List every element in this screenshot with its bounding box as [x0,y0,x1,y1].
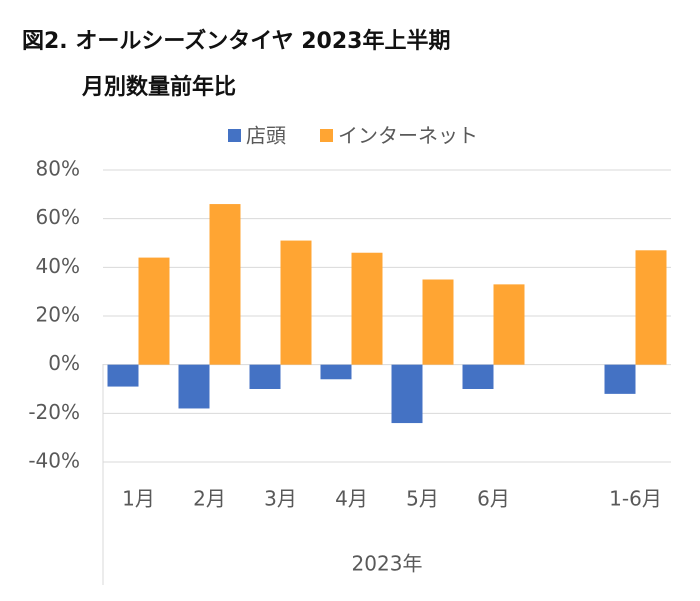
x-tick-label: 1-6月 [609,487,662,511]
x-axis-label: 2023年 [352,552,423,576]
legend-label: 店頭 [246,124,286,148]
legend-swatch [228,129,241,142]
chart-subtitle: 月別数量前年比 [81,74,236,100]
y-tick-label: -20% [28,400,80,424]
x-tick-label: 6月 [477,487,510,511]
x-tick-label: 4月 [335,487,368,511]
bar [249,364,281,389]
bar [351,252,383,365]
x-tick-label: 5月 [406,487,439,511]
x-tick-label: 1月 [122,487,155,511]
bar [493,284,525,365]
bar [178,364,210,409]
legend-label: インターネット [338,124,478,148]
bar [635,250,667,365]
y-tick-label: 40% [36,254,80,278]
bar [422,279,454,365]
x-tick-label: 2月 [193,487,226,511]
y-tick-label: -40% [28,449,80,473]
y-tick-label: 60% [36,205,80,229]
legend-swatch [320,129,333,142]
bar [138,257,170,365]
bar [462,364,494,389]
bar [604,364,636,394]
bar [107,364,139,387]
bar [320,364,352,380]
bar [209,204,241,365]
y-tick-label: 20% [36,303,80,327]
bar [280,240,312,365]
bar [391,364,423,424]
chart-title: 図2. オールシーズンタイヤ 2023年上半期 [22,28,450,54]
y-tick-label: 0% [48,351,80,375]
y-tick-label: 80% [36,157,80,181]
x-tick-label: 3月 [264,487,297,511]
